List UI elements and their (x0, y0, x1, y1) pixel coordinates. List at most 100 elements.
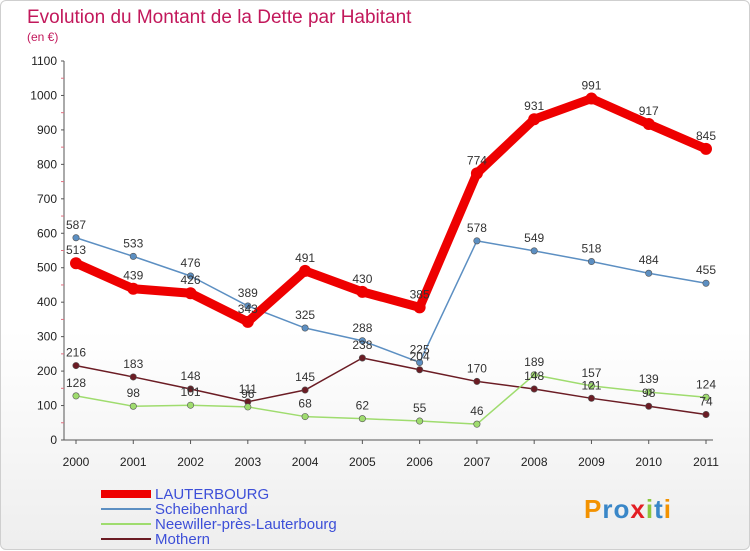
data-label: 774 (467, 153, 487, 167)
data-label: 148 (524, 369, 544, 383)
data-label: 343 (238, 302, 258, 316)
data-point (187, 401, 195, 409)
data-point (358, 415, 366, 423)
svg-text:Proxiti: Proxiti (584, 494, 672, 524)
x-tick-label: 2007 (464, 455, 491, 469)
data-point (299, 264, 312, 277)
series-line (71, 94, 711, 327)
data-point (530, 385, 538, 393)
data-point (356, 285, 369, 298)
data-label: 845 (696, 129, 716, 143)
data-point (129, 402, 137, 410)
data-label: 578 (467, 221, 487, 235)
x-tick-label: 2003 (234, 455, 261, 469)
x-tick-label: 2008 (521, 455, 548, 469)
data-label: 917 (639, 104, 659, 118)
data-label: 518 (581, 242, 601, 256)
data-label: 74 (699, 395, 713, 409)
data-point (642, 118, 655, 131)
data-label: 931 (524, 99, 544, 113)
data-point (702, 393, 710, 401)
y-tick-label: 700 (37, 192, 57, 206)
data-label: 476 (181, 256, 201, 270)
data-label: 55 (413, 401, 427, 415)
data-point (416, 358, 424, 366)
data-point (645, 388, 653, 396)
data-label: 439 (123, 269, 143, 283)
x-tick-label: 2010 (635, 455, 662, 469)
data-label: 389 (238, 286, 258, 300)
data-label: 587 (66, 218, 86, 232)
data-label: 128 (66, 376, 86, 390)
data-point (358, 337, 366, 345)
legend-label: Mothern (155, 531, 210, 548)
data-label: 157 (581, 366, 601, 380)
data-label: 111 (239, 382, 258, 396)
axes: 0 100 200 300 400 500 600 700 800 900 1000 1100 2000… (30, 54, 719, 469)
data-label: 189 (524, 355, 544, 369)
data-point (184, 287, 197, 300)
data-label: 98 (127, 386, 141, 400)
x-tick-label: 2000 (63, 455, 90, 469)
data-point (127, 282, 140, 295)
data-label: 549 (524, 231, 544, 245)
data-point (301, 413, 309, 421)
data-label: 98 (642, 386, 656, 400)
y-tick-label: 400 (37, 295, 57, 309)
data-label: 325 (295, 308, 315, 322)
data-label: 385 (410, 287, 430, 301)
data-point (70, 257, 82, 270)
data-point (72, 362, 80, 370)
y-tick-label: 900 (37, 123, 57, 137)
data-point (587, 258, 595, 266)
data-label: 238 (352, 338, 372, 352)
data-label: 96 (241, 387, 255, 401)
data-point (241, 315, 254, 328)
data-point (301, 386, 309, 394)
series-line (75, 374, 707, 425)
legend-label: Scheibenhard (155, 501, 248, 518)
y-tick-label: 200 (37, 364, 57, 378)
data-label: 491 (295, 251, 315, 265)
data-point (702, 411, 710, 419)
data-point (413, 301, 426, 314)
y-tick-label: 600 (37, 226, 57, 240)
data-label: 455 (696, 263, 716, 277)
data-label: 121 (581, 378, 601, 392)
series-lines (70, 92, 712, 428)
data-label: 513 (66, 243, 86, 257)
data-point (585, 92, 598, 105)
x-tick-label: 2002 (177, 455, 204, 469)
data-label: 148 (181, 369, 201, 383)
series-line (75, 237, 707, 364)
data-point (473, 377, 481, 385)
data-label: 170 (467, 361, 487, 375)
x-tick-label: 2006 (406, 455, 433, 469)
x-tick-label: 2004 (292, 455, 319, 469)
legend: LAUTERBOURGScheibenhardNeewiller-près-La… (101, 486, 337, 548)
data-point (530, 371, 538, 379)
chart-title: Evolution du Montant de la Dette par Hab… (27, 7, 412, 28)
data-label: 533 (123, 236, 143, 250)
data-label: 46 (470, 404, 484, 418)
data-point (416, 417, 424, 425)
unit-label: (en €) (27, 30, 58, 44)
data-point (244, 403, 252, 411)
data-point (587, 394, 595, 402)
data-point (358, 354, 366, 362)
data-point (700, 142, 712, 155)
x-tick-label: 2005 (349, 455, 376, 469)
data-point (72, 392, 80, 400)
proxiti-logo: Proxiti (584, 494, 672, 524)
legend-label: Neewiller-près-Lauterbourg (155, 516, 337, 533)
data-point (587, 382, 595, 390)
series-line (75, 357, 707, 416)
data-label: 204 (410, 350, 430, 364)
y-tick-label: 1000 (30, 88, 57, 102)
legend-label: LAUTERBOURG (155, 486, 269, 503)
x-tick-label: 2001 (120, 455, 147, 469)
data-label: 101 (181, 385, 201, 399)
data-label: 62 (356, 399, 370, 413)
data-point (187, 385, 195, 393)
